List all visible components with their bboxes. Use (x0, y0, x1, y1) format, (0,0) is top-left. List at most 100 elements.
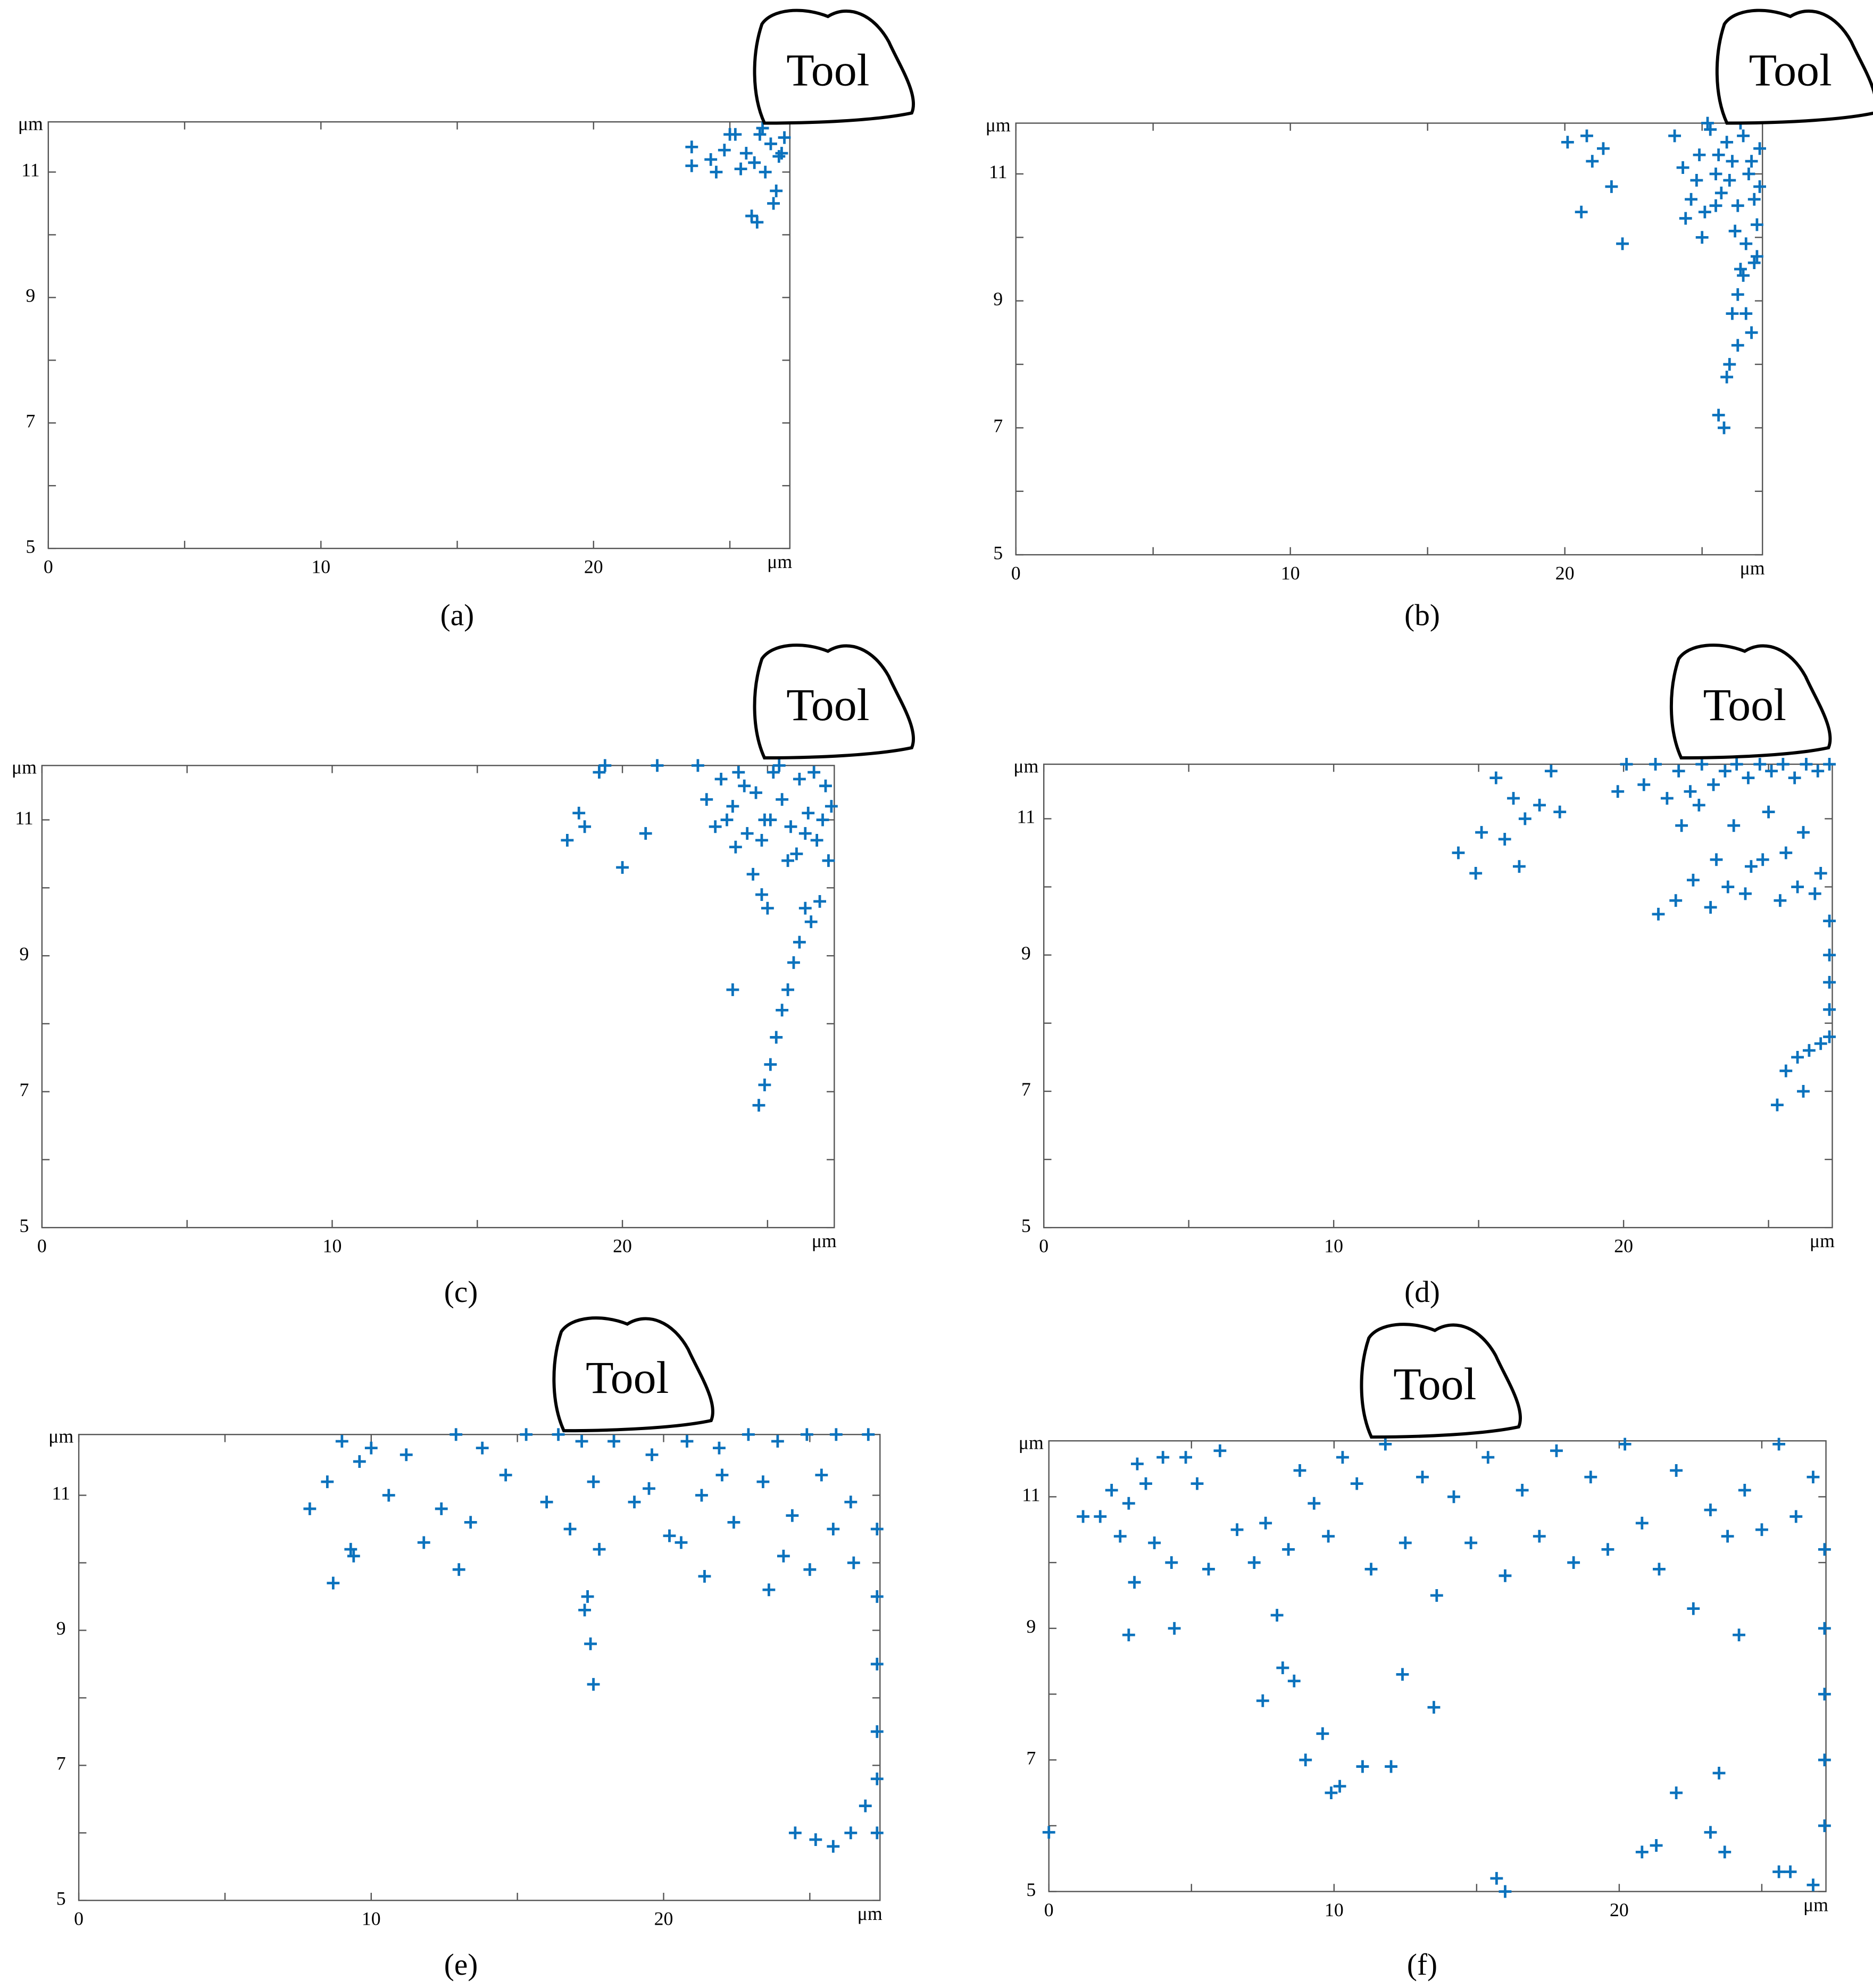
point (1213, 1444, 1227, 1457)
point (1788, 771, 1801, 784)
point (1684, 785, 1697, 798)
tool: Tool (753, 644, 915, 760)
point (1731, 199, 1744, 212)
point (464, 1516, 477, 1529)
point (1737, 129, 1750, 143)
tool-outline (1715, 9, 1873, 125)
point (723, 128, 736, 141)
point (1723, 358, 1736, 371)
point (1550, 1444, 1563, 1457)
point (578, 1603, 592, 1617)
y-tick-label: 11 (1017, 806, 1035, 828)
point (756, 1475, 770, 1489)
point (793, 935, 806, 949)
point (1721, 880, 1735, 893)
tool-label: Tool (1393, 1358, 1476, 1409)
x-tick-label: 20 (613, 1235, 632, 1257)
panel: 0 10 20 5 7 9 11 μm μm Tool (f) (1019, 1323, 1831, 1982)
point (761, 901, 774, 915)
point (1800, 758, 1813, 771)
point (1584, 1471, 1597, 1484)
y-tick-label: 11 (21, 160, 39, 181)
point (1730, 758, 1743, 771)
point (813, 895, 827, 908)
point (762, 1583, 776, 1597)
point (781, 854, 794, 867)
point (1533, 798, 1546, 812)
point (645, 1448, 659, 1461)
point (685, 140, 698, 154)
point (788, 1826, 802, 1840)
point (1516, 1484, 1529, 1497)
point (347, 1549, 360, 1563)
point (593, 766, 606, 779)
point (772, 759, 786, 772)
y-tick-label: 5 (993, 542, 1003, 563)
point (1385, 1760, 1397, 1773)
point (1122, 1628, 1135, 1642)
x-tick-label: 10 (1281, 563, 1300, 584)
point (1148, 1536, 1161, 1549)
tool-label: Tool (586, 1352, 669, 1403)
point (1356, 1760, 1369, 1773)
point (1753, 142, 1767, 155)
point (781, 983, 794, 996)
point (1299, 1753, 1312, 1767)
point (758, 1078, 771, 1091)
tool-outline (552, 1316, 714, 1433)
point (1293, 1464, 1306, 1477)
x-tick-label: 0 (74, 1908, 84, 1929)
plot-frame (1015, 122, 1763, 556)
point (726, 800, 739, 813)
x-tick-label: 10 (362, 1908, 381, 1929)
point (784, 820, 797, 833)
point (1807, 1878, 1820, 1892)
point (844, 1826, 858, 1840)
point (1396, 1668, 1409, 1681)
point (1710, 853, 1723, 866)
point (1687, 1602, 1700, 1615)
point (729, 840, 742, 854)
point (1430, 1589, 1443, 1602)
point (643, 1482, 655, 1495)
point (764, 1058, 777, 1071)
point (663, 1529, 676, 1542)
y-tick-label: 9 (1021, 942, 1031, 964)
point (1690, 174, 1703, 187)
y-tick-label: 9 (26, 285, 35, 306)
point (344, 1543, 357, 1556)
point (819, 779, 832, 792)
plot-frame (47, 121, 790, 549)
x-unit-label: μm (1810, 1230, 1835, 1251)
point (713, 1441, 726, 1455)
point (726, 983, 739, 996)
tool-outline (1360, 1323, 1522, 1439)
point (476, 1441, 489, 1455)
point (572, 806, 586, 820)
point (561, 833, 574, 847)
point (685, 159, 698, 172)
point (750, 786, 762, 799)
point (1731, 339, 1744, 352)
point (1704, 1826, 1717, 1839)
point (1670, 1786, 1683, 1799)
point (1498, 832, 1511, 846)
point (1701, 116, 1714, 130)
point (1620, 758, 1633, 771)
y-tick-label: 9 (993, 288, 1003, 310)
point (1533, 1530, 1546, 1543)
point (1823, 914, 1836, 928)
point (776, 793, 789, 806)
point (825, 800, 838, 813)
point (756, 122, 769, 135)
point (1742, 771, 1755, 784)
point (1698, 205, 1711, 219)
point (1814, 1037, 1827, 1050)
point (1191, 1477, 1204, 1490)
x-tick-label: 10 (1325, 1899, 1344, 1920)
x-tick-label: 10 (311, 556, 330, 578)
point (1742, 168, 1755, 180)
point (399, 1448, 413, 1461)
point (1650, 1839, 1663, 1852)
point (1750, 250, 1763, 263)
